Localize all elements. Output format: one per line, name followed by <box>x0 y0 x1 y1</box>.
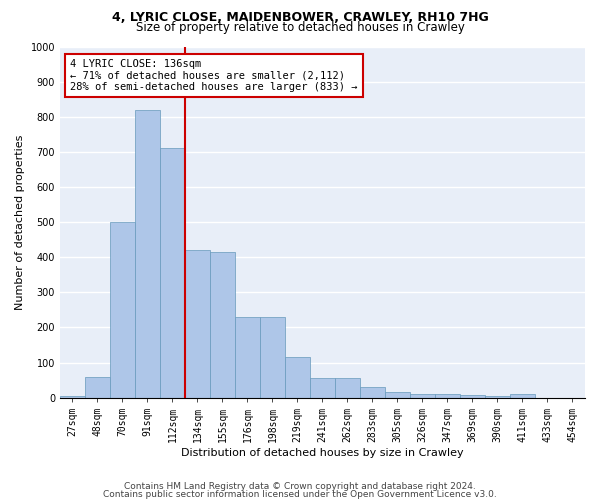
Bar <box>235 317 260 398</box>
Bar <box>460 395 485 398</box>
Text: Contains HM Land Registry data © Crown copyright and database right 2024.: Contains HM Land Registry data © Crown c… <box>124 482 476 491</box>
Bar <box>285 358 310 398</box>
Bar <box>210 252 235 398</box>
Text: Size of property relative to detached houses in Crawley: Size of property relative to detached ho… <box>136 22 464 35</box>
Text: Contains public sector information licensed under the Open Government Licence v3: Contains public sector information licen… <box>103 490 497 499</box>
Bar <box>435 394 460 398</box>
Bar <box>335 378 360 398</box>
Bar <box>510 394 535 398</box>
Bar <box>85 376 110 398</box>
Bar <box>485 396 510 398</box>
Bar <box>185 250 210 398</box>
Bar <box>60 396 85 398</box>
Bar <box>110 222 135 398</box>
Bar <box>310 378 335 398</box>
Text: 4, LYRIC CLOSE, MAIDENBOWER, CRAWLEY, RH10 7HG: 4, LYRIC CLOSE, MAIDENBOWER, CRAWLEY, RH… <box>112 11 488 24</box>
Bar <box>160 148 185 398</box>
Text: 4 LYRIC CLOSE: 136sqm
← 71% of detached houses are smaller (2,112)
28% of semi-d: 4 LYRIC CLOSE: 136sqm ← 71% of detached … <box>70 59 358 92</box>
Bar <box>135 110 160 398</box>
Bar <box>410 394 435 398</box>
Bar <box>360 387 385 398</box>
X-axis label: Distribution of detached houses by size in Crawley: Distribution of detached houses by size … <box>181 448 464 458</box>
Bar <box>260 317 285 398</box>
Bar <box>385 392 410 398</box>
Y-axis label: Number of detached properties: Number of detached properties <box>15 134 25 310</box>
